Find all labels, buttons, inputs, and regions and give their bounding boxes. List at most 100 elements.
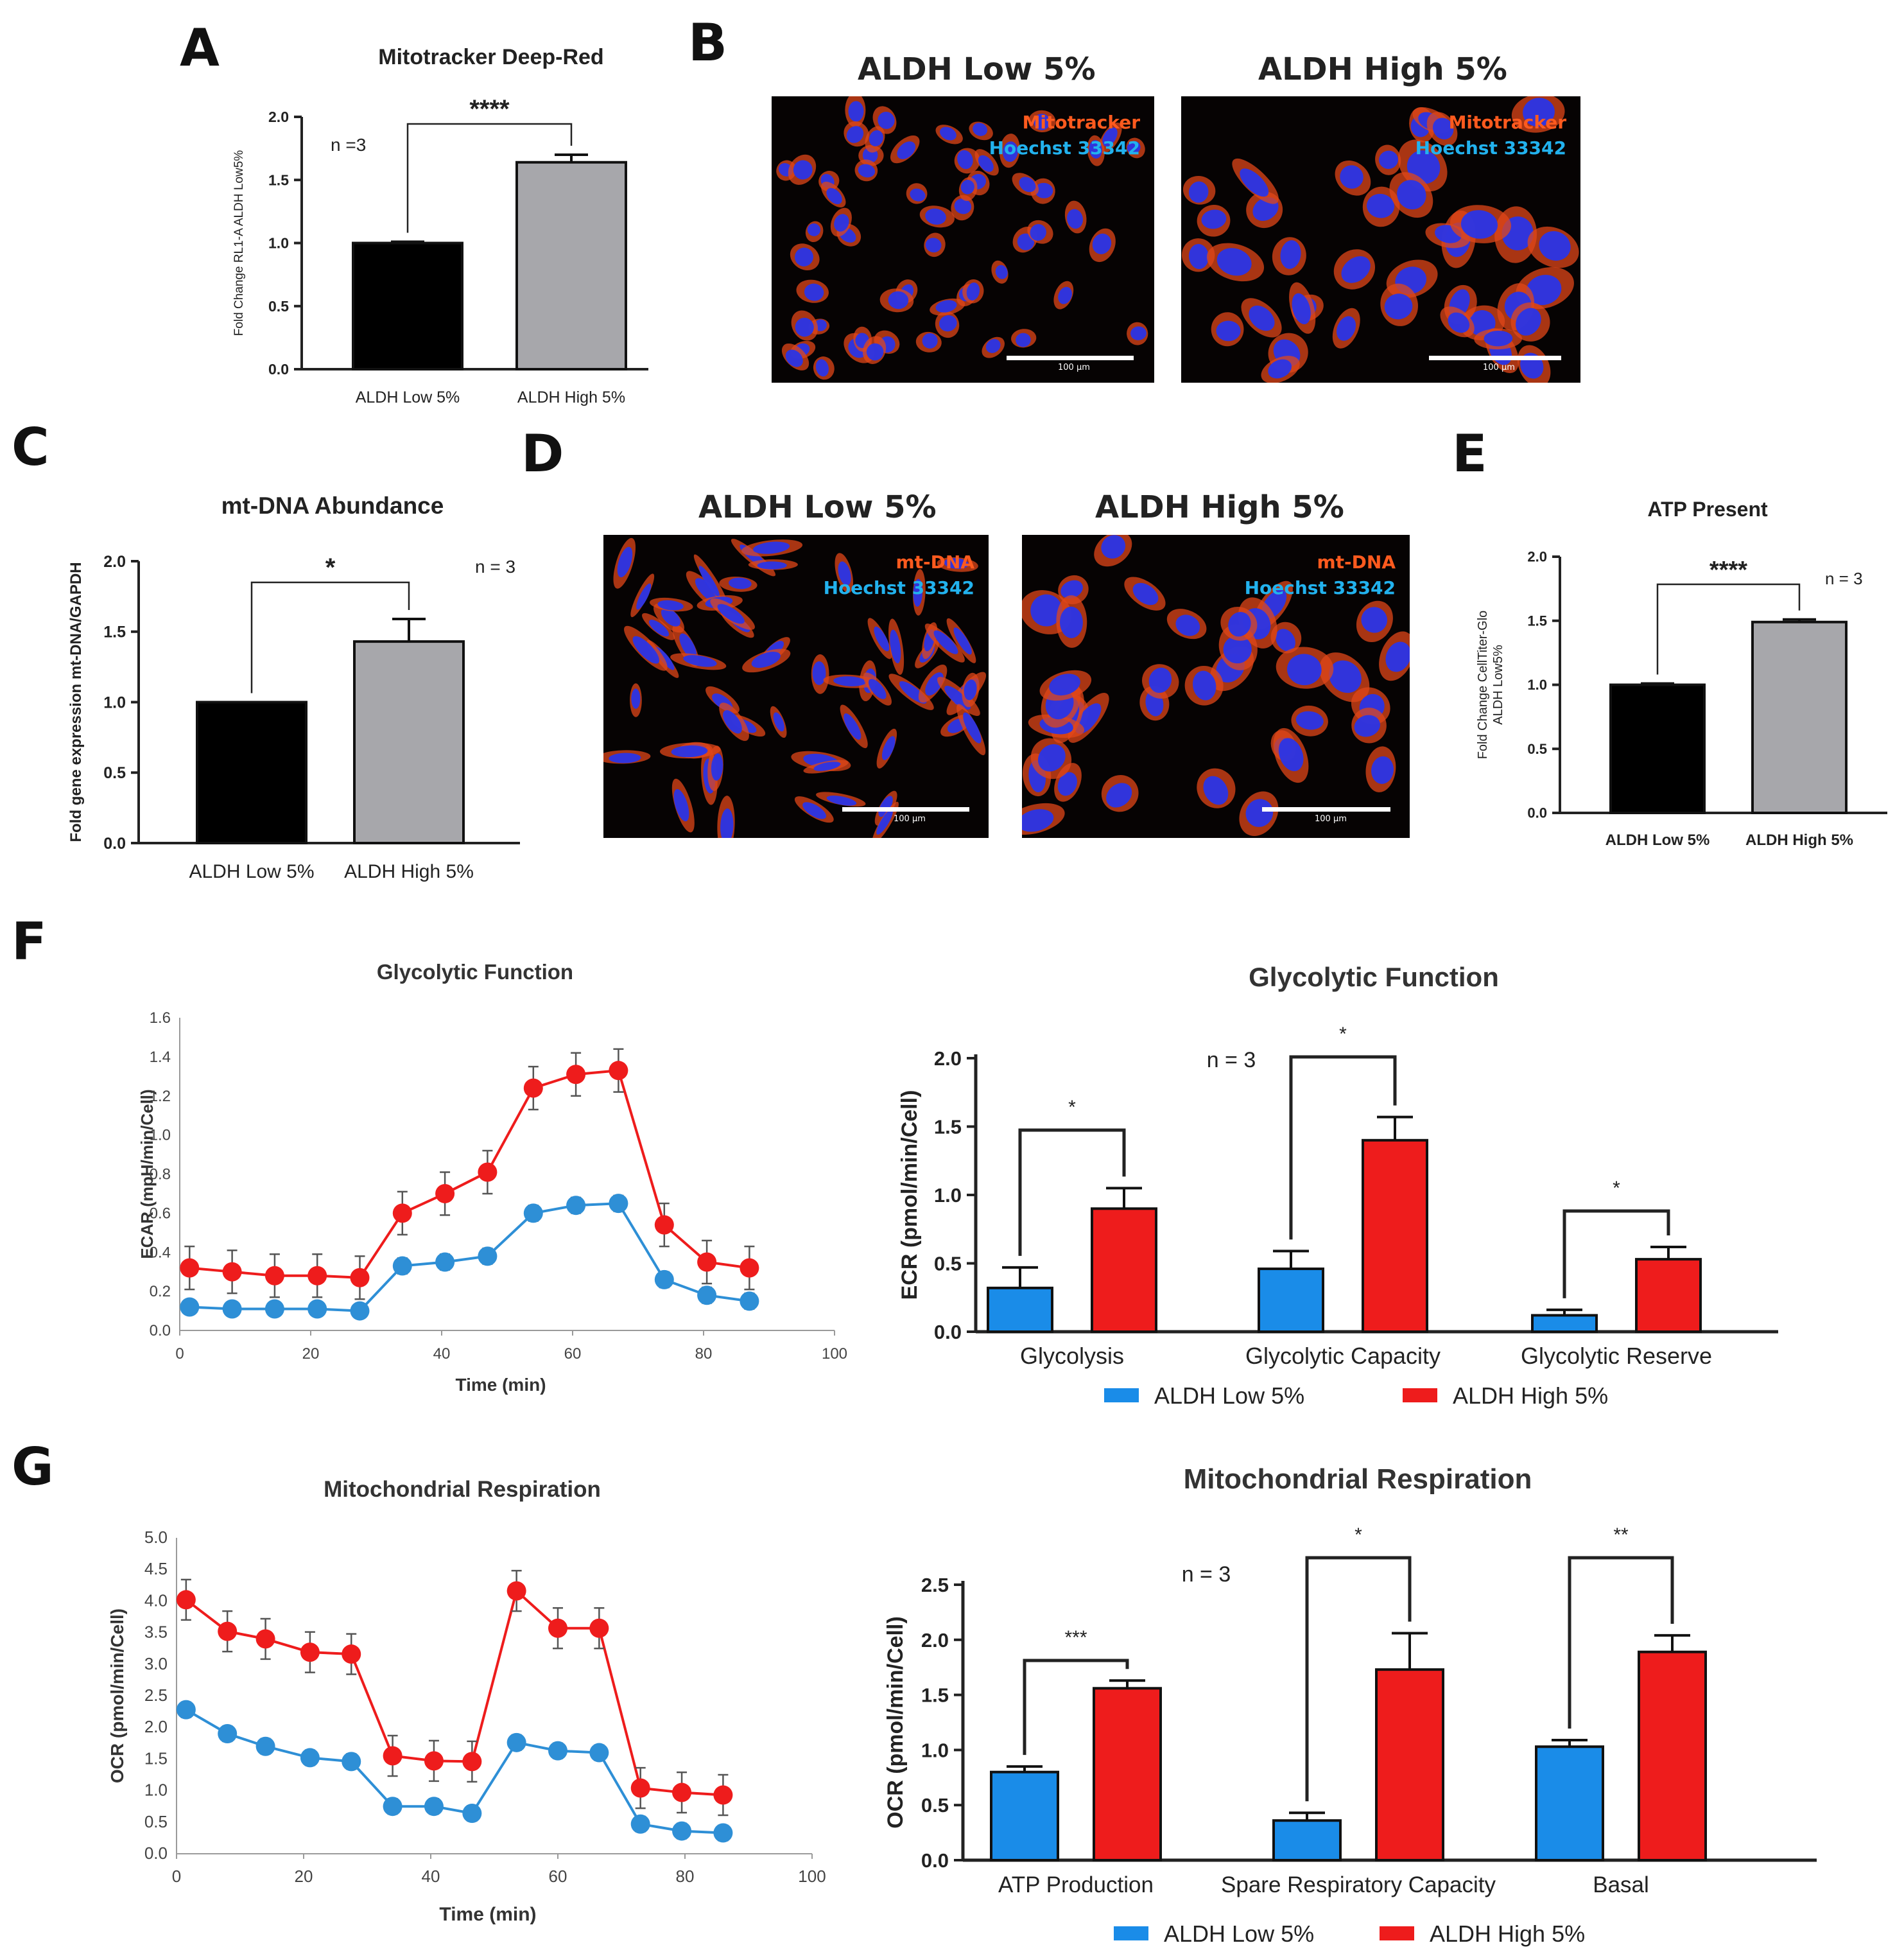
- panel-a-chart: Mitotracker Deep-Red Fold Change RL1-A AL…: [232, 45, 648, 406]
- cell-nucleus: [960, 180, 974, 195]
- y-axis-label: OCR (pmol/min/Cell): [107, 1608, 127, 1783]
- cell-nucleus: [1448, 312, 1470, 333]
- data-point: [548, 1741, 567, 1761]
- series-line: [185, 1588, 723, 1797]
- legend-swatch: [1380, 1926, 1414, 1940]
- y-tick-label: 0.5: [268, 298, 289, 315]
- cell-nucleus: [922, 333, 938, 349]
- bar: [353, 640, 465, 845]
- data-point: [740, 1258, 759, 1278]
- data-point: [218, 1724, 238, 1744]
- data-point: [350, 1301, 370, 1321]
- cell-nucleus: [631, 688, 641, 709]
- cell-nucleus: [1175, 614, 1200, 636]
- significance-label: ***: [1064, 1627, 1087, 1648]
- cell-nucleus: [858, 164, 876, 178]
- y-tick-label: 0.2: [150, 1283, 171, 1300]
- cell-nucleus: [698, 566, 720, 597]
- data-point: [435, 1183, 455, 1203]
- y-tick-label: 0.0: [268, 361, 289, 378]
- y-tick-label: 1.0: [144, 1781, 168, 1800]
- y-tick-label: 0.5: [144, 1812, 168, 1831]
- cell-nucleus: [1385, 641, 1410, 672]
- y-tick-label: 1.0: [103, 693, 126, 711]
- cell-nucleus: [1249, 305, 1275, 331]
- cell-nucleus: [617, 546, 633, 578]
- micrograph-d-low: mt-DNA Hoechst 33342 100 µm: [603, 535, 989, 838]
- cell-nucleus: [1361, 607, 1388, 633]
- y-tick-label: 1.5: [144, 1748, 168, 1768]
- panel-c-chart: mt-DNA Abundance Fold gene expression mt-…: [67, 492, 520, 882]
- y-tick-label: 5.0: [144, 1528, 168, 1547]
- cell-nucleus: [793, 160, 813, 180]
- data-point: [462, 1752, 482, 1772]
- cell-nucleus: [925, 238, 942, 253]
- y-tick-label: 0.0: [103, 835, 126, 853]
- legend-label: ALDH High 5%: [1453, 1382, 1608, 1409]
- y-tick-label: 2.5: [921, 1574, 949, 1596]
- cell-nucleus: [795, 247, 813, 266]
- significance-bracket: [1305, 1556, 1412, 1802]
- n-label: n = 3: [1182, 1562, 1231, 1587]
- cell-nucleus: [1188, 181, 1209, 203]
- cell-nucleus: [671, 745, 708, 758]
- data-point: [222, 1262, 242, 1282]
- cell-nucleus: [1523, 98, 1555, 127]
- scale-bar-label: 100 µm: [1315, 814, 1347, 824]
- data-point: [672, 1821, 692, 1841]
- y-tick-label: 1.5: [103, 623, 126, 641]
- y-axis-label: ECAR (mpH/min/Cell): [137, 1089, 157, 1259]
- bar: [1362, 1138, 1428, 1333]
- x-tick-label: 100: [798, 1867, 826, 1886]
- bar: [1751, 620, 1848, 814]
- cell-nucleus: [1354, 715, 1381, 737]
- panel-letter-b: B: [688, 13, 727, 73]
- cell-nucleus: [648, 620, 670, 637]
- n-label: n = 3: [1207, 1048, 1256, 1072]
- data-point: [424, 1797, 444, 1817]
- data-point: [630, 1814, 650, 1834]
- y-tick-label: 4.0: [144, 1590, 168, 1610]
- cell-nucleus: [1286, 654, 1322, 686]
- x-axis-label: Time (min): [455, 1375, 546, 1395]
- y-tick-label: 2.0: [268, 109, 289, 125]
- y-tick-label: 0.6: [150, 1205, 171, 1222]
- cell-nucleus: [876, 809, 893, 835]
- cell-nucleus: [848, 101, 864, 122]
- y-tick-label: 0.0: [1527, 805, 1547, 821]
- bar: [1091, 1207, 1157, 1333]
- y-tick-label: 0.8: [150, 1166, 171, 1183]
- significance-bracket: [1023, 1659, 1129, 1756]
- data-point: [609, 1194, 628, 1214]
- cell-nucleus: [1034, 114, 1050, 130]
- data-point: [654, 1269, 674, 1289]
- cell-nucleus: [1106, 783, 1132, 808]
- bar: [1272, 1819, 1342, 1861]
- cell-nucleus: [878, 796, 893, 817]
- legend-swatch: [1114, 1926, 1148, 1940]
- data-point: [654, 1215, 674, 1235]
- y-tick-label: 1.0: [1527, 677, 1547, 693]
- data-point: [506, 1581, 526, 1601]
- y-axis-label: OCR (pmol/min/Cell): [883, 1616, 908, 1829]
- chart-title: ATP Present: [1647, 498, 1768, 521]
- chart-title: mt-DNA Abundance: [221, 492, 444, 519]
- x-tick-label: 60: [564, 1345, 582, 1363]
- y-tick-label: 3.5: [144, 1623, 168, 1642]
- significance-label: **: [1613, 1524, 1629, 1546]
- cell-nucleus: [673, 789, 689, 822]
- data-point: [300, 1748, 320, 1768]
- cell-nucleus: [881, 736, 896, 760]
- cell-nucleus: [1276, 629, 1295, 652]
- data-point: [523, 1078, 543, 1098]
- panel-letter-a: A: [180, 18, 220, 78]
- y-tick-label: 0.5: [921, 1794, 949, 1817]
- bar: [1093, 1687, 1162, 1861]
- micrograph-b-high: Mitotracker Hoechst 33342 100 µm: [1181, 96, 1580, 383]
- cell-field: [776, 96, 1148, 380]
- cell-nucleus: [1432, 118, 1454, 140]
- cell-nucleus: [1341, 256, 1371, 283]
- cell-nucleus: [1060, 580, 1083, 599]
- panel-g-line-chart: Mitochondrial Respiration OCR (pmol/min/C…: [107, 1477, 826, 1925]
